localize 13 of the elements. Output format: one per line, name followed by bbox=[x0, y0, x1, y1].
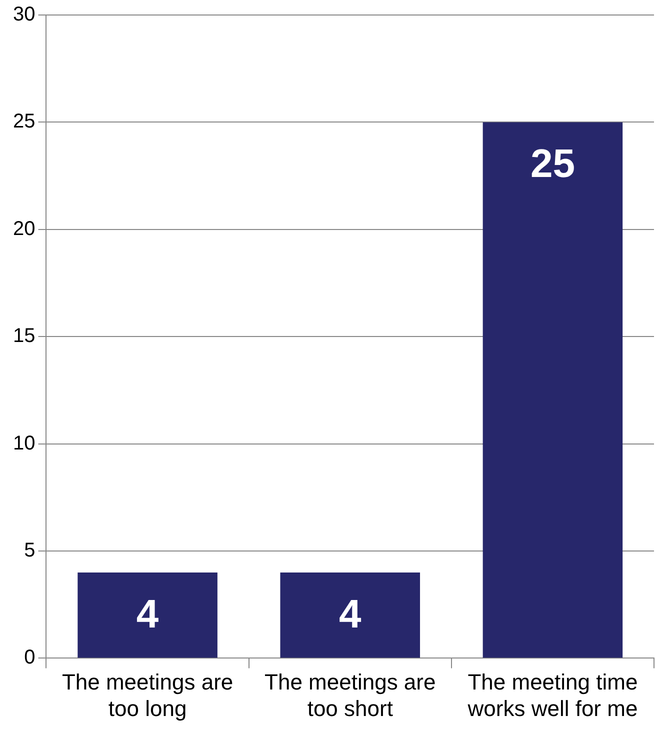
data-label: 25 bbox=[530, 142, 575, 186]
x-tick-label: The meetings are too long bbox=[62, 669, 234, 721]
data-label: 4 bbox=[136, 592, 160, 636]
y-tick-label: 25 bbox=[12, 110, 36, 133]
x-tick-label: The meetings are too short bbox=[264, 669, 436, 721]
y-tick-label: 5 bbox=[24, 540, 36, 562]
y-tick-label: 30 bbox=[12, 4, 36, 26]
y-tick-label: 20 bbox=[12, 218, 36, 240]
y-tick-label: 0 bbox=[24, 646, 36, 669]
y-tick-label: 10 bbox=[12, 432, 36, 454]
data-label: 4 bbox=[339, 592, 362, 636]
y-tick-label: 15 bbox=[12, 325, 36, 348]
x-tick-label: The meeting time works well for me bbox=[466, 669, 638, 721]
